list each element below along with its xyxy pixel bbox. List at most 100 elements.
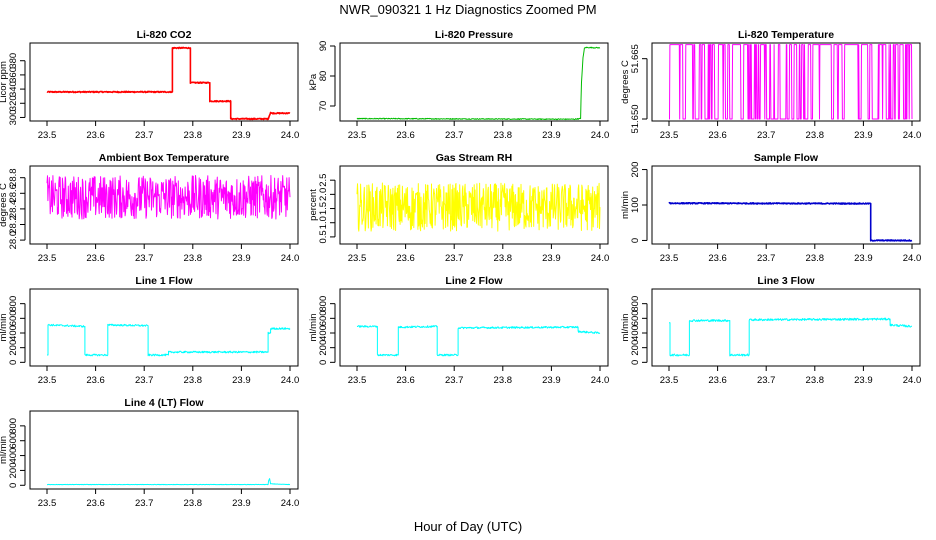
pressure-ytick-label: 70 bbox=[318, 101, 329, 112]
line4-ytick-label: 200 bbox=[8, 462, 19, 478]
panel-pressure: Li-820 Pressure 23.5 23.6 23.7 23.8 23.9 24.0 7… bbox=[308, 29, 609, 141]
licor_temp-xtick-label: 23.5 bbox=[660, 130, 679, 141]
ambient_box-xtick-label: 24.0 bbox=[281, 253, 300, 264]
ambient_box-ytick-label: 28.0 bbox=[8, 231, 19, 250]
line2-series-line bbox=[356, 325, 601, 357]
pressure-ytick-label: 80 bbox=[318, 71, 329, 82]
licor_temp-xtick-label: 23.6 bbox=[708, 130, 727, 141]
line3-xtick-label: 23.8 bbox=[806, 375, 825, 386]
line1-series-line bbox=[47, 323, 291, 357]
line4-ytick-label: 0 bbox=[8, 483, 19, 488]
gas_rh-plot-box bbox=[339, 165, 609, 245]
panel-line2: Line 2 Flow 23.5 23.6 23.7 23.8 23.9 24.0 0 2004… bbox=[308, 275, 609, 386]
figure-title: NWR_090321 1 Hz Diagnostics Zoomed PM bbox=[339, 2, 596, 17]
line1-ytick-label: 800 bbox=[8, 296, 19, 312]
line4-xtick-label: 23.7 bbox=[135, 498, 154, 509]
co2-xtick-label: 23.6 bbox=[86, 130, 105, 141]
sample_flow-xtick-label: 23.8 bbox=[806, 253, 825, 264]
licor_temp-ylabel: degrees C bbox=[620, 60, 631, 104]
pressure-plot-box bbox=[339, 42, 609, 122]
gas_rh-xtick-label: 24.0 bbox=[591, 253, 610, 264]
ambient_box-xtick-label: 23.6 bbox=[86, 253, 105, 264]
licor_temp-xtick-label: 23.9 bbox=[854, 130, 873, 141]
ambient_box-xtick-label: 23.9 bbox=[232, 253, 251, 264]
sample_flow-ytick-label: 100 bbox=[630, 197, 641, 213]
line2-ytick-label: 0 bbox=[318, 360, 329, 365]
line1-ylabel: ml/min bbox=[0, 314, 9, 342]
panel-line4: Line 4 (LT) Flow 23.5 23.6 23.7 23.8 23.9 24.0… bbox=[0, 397, 299, 509]
licor_temp-series-line bbox=[669, 44, 913, 120]
line4-ylabel: ml/min bbox=[0, 436, 9, 464]
line1-title: Line 1 Flow bbox=[135, 275, 193, 287]
line2-xtick-label: 23.6 bbox=[396, 375, 415, 386]
ambient_box-ylabel: degrees C bbox=[0, 183, 9, 227]
pressure-xtick-label: 23.7 bbox=[445, 130, 464, 141]
panels-grid: Li-820 CO2 23.5 23.6 23.7 23.8 23.9 24.0 300320… bbox=[0, 29, 921, 509]
line4-xtick-label: 23.9 bbox=[232, 498, 251, 509]
line1-xtick-label: 23.7 bbox=[135, 375, 154, 386]
line1-ytick-label: 0 bbox=[8, 360, 19, 365]
sample_flow-xtick-label: 23.6 bbox=[708, 253, 727, 264]
sample_flow-title: Sample Flow bbox=[754, 152, 819, 164]
gas_rh-ylabel: percent bbox=[308, 189, 319, 221]
line1-xtick-label: 23.6 bbox=[86, 375, 105, 386]
line1-xtick-label: 24.0 bbox=[281, 375, 300, 386]
pressure-series-line bbox=[356, 46, 601, 121]
co2-ytick-label: 340 bbox=[8, 81, 19, 97]
ambient_box-title: Ambient Box Temperature bbox=[99, 152, 230, 164]
co2-xtick-label: 23.9 bbox=[232, 130, 251, 141]
gas_rh-xtick-label: 23.7 bbox=[445, 253, 464, 264]
licor_temp-xtick-label: 23.8 bbox=[806, 130, 825, 141]
line4-title: Line 4 (LT) Flow bbox=[124, 397, 204, 409]
line2-title: Line 2 Flow bbox=[445, 275, 503, 287]
co2-title: Li-820 CO2 bbox=[137, 29, 192, 41]
co2-xtick-label: 23.7 bbox=[135, 130, 154, 141]
line2-xtick-label: 23.7 bbox=[445, 375, 464, 386]
line4-ytick-label: 600 bbox=[8, 433, 19, 449]
line4-xtick-label: 23.8 bbox=[184, 498, 203, 509]
line1-ytick-label: 400 bbox=[8, 325, 19, 341]
line1-xtick-label: 23.8 bbox=[184, 375, 203, 386]
ambient_box-ytick-label: 28.4 bbox=[8, 200, 19, 219]
line3-xtick-label: 23.5 bbox=[660, 375, 679, 386]
line3-title: Line 3 Flow bbox=[757, 275, 815, 287]
panel-line3: Line 3 Flow 23.5 23.6 23.7 23.8 23.9 24.0 0 2004… bbox=[620, 275, 921, 386]
sample_flow-ytick-label: 200 bbox=[630, 162, 641, 178]
line2-ytick-label: 200 bbox=[318, 340, 329, 356]
sample_flow-ylabel: ml/min bbox=[620, 191, 631, 219]
panel-sample_flow: Sample Flow 23.5 23.6 23.7 23.8 23.9 24.0 0 100 2… bbox=[620, 152, 921, 264]
line3-ytick-label: 800 bbox=[630, 296, 641, 312]
ambient_box-ytick-label: 28.2 bbox=[8, 215, 19, 234]
gas_rh-ytick-label: 1.0 bbox=[318, 216, 329, 229]
line2-xtick-label: 23.9 bbox=[542, 375, 561, 386]
co2-ytick-label: 300 bbox=[8, 110, 19, 126]
gas_rh-xtick-label: 23.5 bbox=[348, 253, 367, 264]
co2-ylabel: Licor ppm bbox=[0, 61, 9, 103]
co2-ytick-label: 320 bbox=[8, 95, 19, 111]
pressure-title: Li-820 Pressure bbox=[435, 29, 513, 41]
line2-ytick-label: 400 bbox=[318, 325, 329, 341]
line4-ytick-label: 800 bbox=[8, 418, 19, 434]
ambient_box-xtick-label: 23.7 bbox=[135, 253, 154, 264]
figure-xlabel: Hour of Day (UTC) bbox=[414, 519, 522, 534]
line4-xtick-label: 23.6 bbox=[86, 498, 105, 509]
co2-xtick-label: 23.8 bbox=[184, 130, 203, 141]
gas_rh-ytick-label: 2.5 bbox=[318, 174, 329, 187]
line1-xtick-label: 23.9 bbox=[232, 375, 251, 386]
pressure-xtick-label: 23.6 bbox=[396, 130, 415, 141]
pressure-xtick-label: 23.9 bbox=[542, 130, 561, 141]
licor_temp-ytick-label: 51.650 bbox=[630, 104, 641, 133]
line4-ytick-label: 400 bbox=[8, 448, 19, 464]
line3-ytick-label: 600 bbox=[630, 310, 641, 326]
pressure-ylabel: kPa bbox=[308, 73, 319, 90]
panel-gas_rh: Gas Stream RH 23.5 23.6 23.7 23.8 23.9 24.0 0.5… bbox=[308, 152, 609, 264]
licor_temp-title: Li-820 Temperature bbox=[738, 29, 834, 41]
line3-ytick-label: 0 bbox=[630, 360, 641, 365]
sample_flow-plot-box bbox=[651, 165, 921, 245]
line2-xtick-label: 24.0 bbox=[591, 375, 610, 386]
line2-ylabel: ml/min bbox=[308, 314, 319, 342]
line1-plot-box bbox=[29, 288, 299, 367]
line1-ytick-label: 600 bbox=[8, 310, 19, 326]
ambient_box-xtick-label: 23.8 bbox=[184, 253, 203, 264]
co2-xtick-label: 24.0 bbox=[281, 130, 300, 141]
